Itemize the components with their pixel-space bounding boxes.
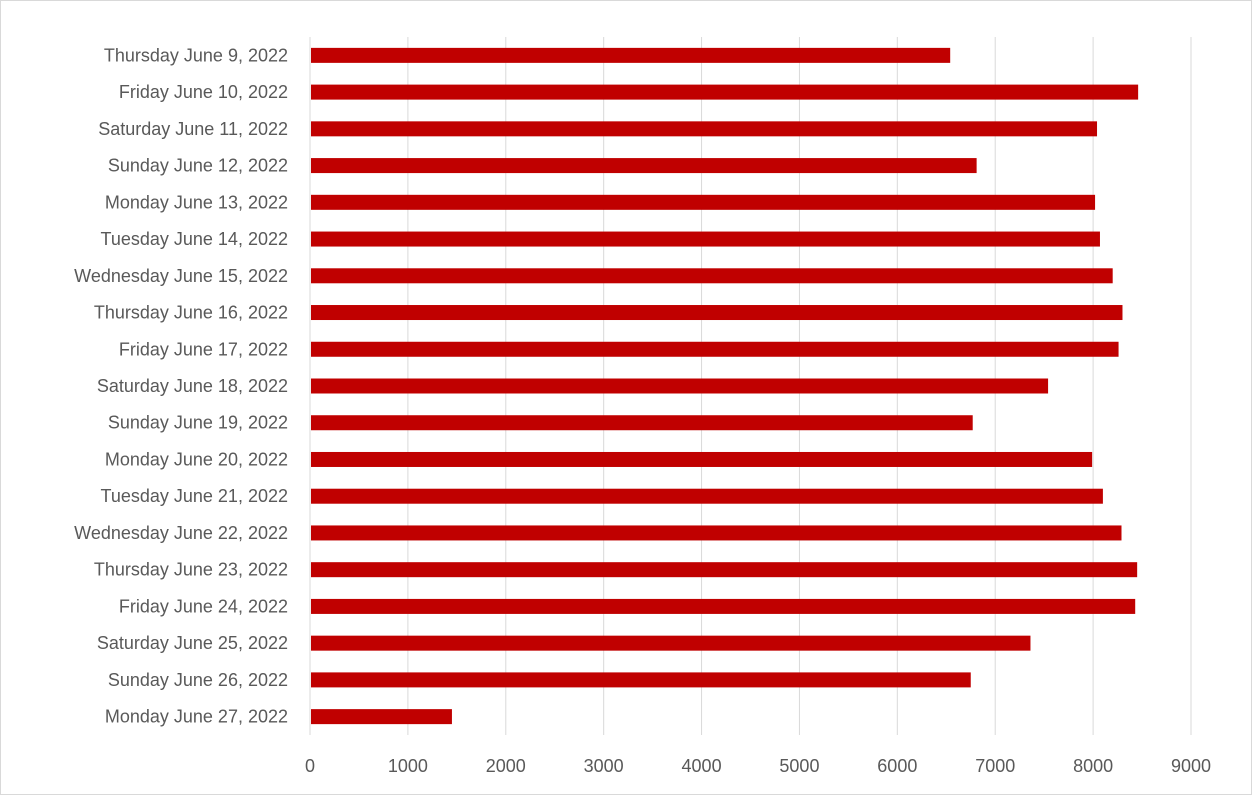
x-tick-label: 2000 [486,756,526,776]
bar [311,709,452,725]
category-label: Monday June 13, 2022 [105,192,288,212]
category-label: Monday June 20, 2022 [105,449,288,469]
category-axis-labels: Thursday June 9, 2022 Friday June 10, 202… [74,45,288,726]
bar [311,525,1122,541]
category-label: Tuesday June 21, 2022 [101,486,288,506]
category-label: Thursday June 9, 2022 [104,45,288,65]
category-label: Sunday June 19, 2022 [108,413,288,433]
category-label: Saturday June 25, 2022 [97,633,288,653]
x-tick-label: 4000 [682,756,722,776]
bar [311,672,971,688]
bar [311,378,1049,394]
category-label: Wednesday June 22, 2022 [74,523,288,543]
category-label: Sunday June 12, 2022 [108,156,288,176]
category-label: Thursday June 23, 2022 [94,560,288,580]
category-label: Friday June 10, 2022 [119,82,288,102]
category-label: Saturday June 11, 2022 [98,119,288,139]
bar [311,47,951,63]
bars [311,47,1139,725]
x-tick-label: 8000 [1073,756,1113,776]
x-tick-label: 9000 [1171,756,1211,776]
bar [311,231,1100,247]
bar [311,341,1119,357]
bar [311,268,1113,284]
category-label: Monday June 27, 2022 [105,707,288,727]
bar [311,451,1093,467]
category-label: Saturday June 18, 2022 [97,376,288,396]
category-label: Friday June 17, 2022 [119,339,288,359]
bar [311,415,973,431]
x-tick-label: 5000 [779,756,819,776]
x-tick-label: 0 [305,756,315,776]
bar [311,194,1096,210]
bar [311,84,1139,100]
x-tick-label: 7000 [975,756,1015,776]
x-tick-label: 6000 [877,756,917,776]
bar [311,158,977,174]
x-tick-label: 1000 [388,756,428,776]
bar [311,562,1138,578]
category-label: Thursday June 16, 2022 [94,303,288,323]
bar [311,598,1136,614]
category-label: Sunday June 26, 2022 [108,670,288,690]
x-tick-label: 3000 [584,756,624,776]
category-label: Tuesday June 14, 2022 [101,229,288,249]
bar [311,488,1103,504]
category-label: Friday June 24, 2022 [119,596,288,616]
bar [311,305,1123,321]
bar [311,635,1031,651]
bar [311,121,1098,137]
category-label: Wednesday June 15, 2022 [74,266,288,286]
value-axis-labels: 0 1000 2000 3000 4000 5000 6000 7000 8000 9000 [305,756,1211,776]
